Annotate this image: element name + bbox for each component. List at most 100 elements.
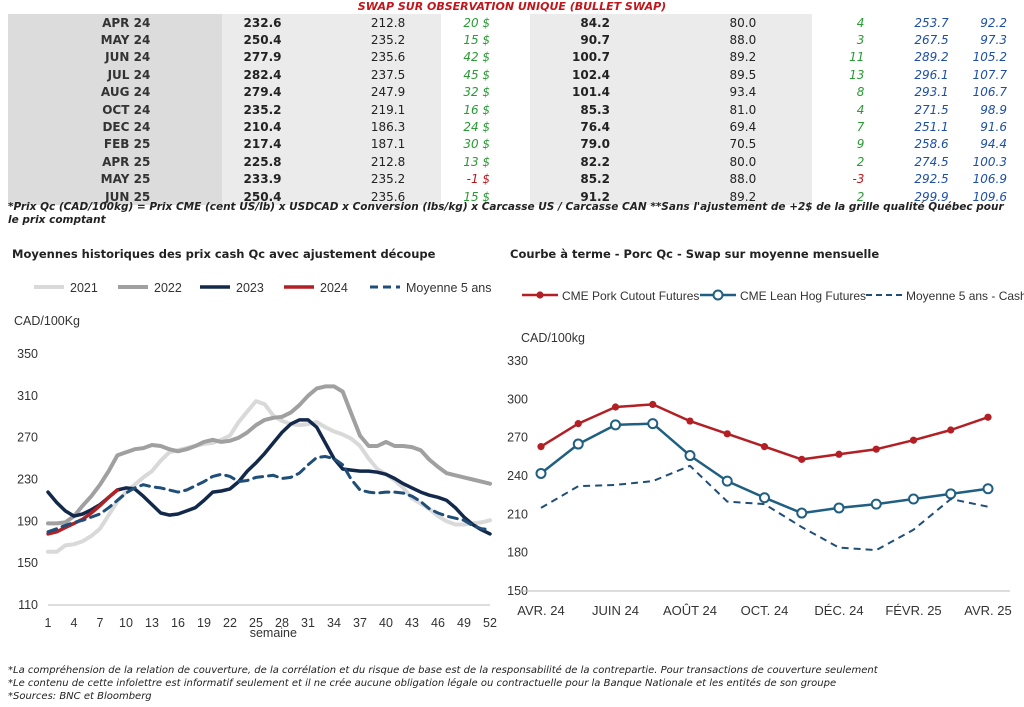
table-cell-c: 13 $ [463, 154, 491, 169]
table-cell-h: 91.6 [980, 120, 1007, 135]
table-cell-c: 42 $ [463, 50, 491, 65]
forward-curve-chart-title: Courbe à terme - Porc Qc - Swap sur moye… [510, 247, 880, 261]
table-cell-f: 2 [856, 154, 865, 169]
table-cell-f: -3 [852, 172, 865, 187]
x-tick-label: AOÛT 24 [663, 603, 717, 618]
series-line-moyenne-5-ans-cash [540, 464, 989, 552]
table-cell-h: 109.6 [972, 189, 1007, 204]
legend-label: Moyenne 5 ans - Cash [906, 289, 1024, 303]
table-cell-a: 210.4 [222, 118, 320, 136]
table-cell-c: 45 $ [463, 67, 491, 82]
table-cell-b: 235.2 [319, 31, 442, 49]
data-point [759, 492, 770, 504]
table-cell-a: 277.9 [222, 48, 320, 67]
data-point [760, 443, 769, 451]
x-tick-label: AVR. 24 [517, 603, 564, 618]
data-point [796, 507, 808, 519]
table-cell-b: 187.1 [319, 135, 442, 154]
table-cell-e: 80.0 [665, 14, 813, 32]
data-point [984, 413, 992, 421]
y-tick-label: 180 [507, 546, 528, 560]
table-cell-b: 219.1 [319, 100, 442, 119]
data-point [872, 445, 880, 453]
table-cell-month: AUG 24 [8, 83, 223, 101]
data-point [611, 403, 620, 411]
table-cell-b: 186.3 [319, 118, 442, 136]
swap-table: APR 24 232.6 212.8 20 $84.2 80.0 4 253.7 92.2 MA… [8, 14, 1013, 206]
data-point [723, 430, 731, 438]
table-cell-month: APR 24 [8, 14, 223, 32]
x-tick-label: 4 [71, 616, 78, 630]
x-tick-label: 16 [171, 616, 185, 630]
table-cell-e: 89.2 [665, 187, 813, 206]
table-cell-c: 24 $ [463, 120, 491, 135]
x-tick-label: 10 [119, 616, 133, 630]
x-tick-label: 13 [145, 616, 159, 630]
series-line-2022 [46, 384, 492, 526]
x-axis-label: semaine [250, 626, 297, 640]
table-cell-f: 4 [856, 102, 865, 117]
footnote-1: *La compréhension de la relation de couv… [8, 665, 878, 676]
table-cell-a: 282.4 [222, 66, 320, 84]
table-cell-e: 89.5 [665, 66, 813, 84]
x-tick-label: 28 [275, 616, 289, 630]
data-point [649, 400, 657, 409]
table-cell-month: FEB 25 [8, 135, 223, 154]
footnote-3: *Sources: BNC et Bloomberg [8, 691, 152, 702]
table-cell-g: 251.1 [914, 120, 949, 135]
table-cell-c: 20 $ [463, 15, 491, 30]
data-point [833, 502, 845, 514]
legend-label: 2024 [320, 281, 348, 295]
swap-table-title: SWAP SUR OBSERVATION UNIQUE (BULLET SWAP… [357, 0, 667, 13]
table-cell-f: 8 [856, 85, 865, 100]
y-tick-label: 270 [17, 431, 38, 445]
table-cell-b: 235.6 [319, 48, 442, 67]
table-cell-d: 85.2 [530, 170, 666, 188]
table-cell-d: 84.2 [530, 14, 666, 32]
data-point [870, 498, 882, 510]
table-cell-d: 76.4 [530, 118, 666, 136]
table-cell-h: 97.3 [980, 33, 1007, 48]
price-formula-note: *Prix Qc (CAD/100kg) = Prix CME (cent US… [8, 201, 1004, 226]
x-tick-label: 31 [301, 616, 315, 630]
table-cell-h: 100.3 [972, 154, 1007, 169]
y-tick-label: 150 [507, 584, 528, 598]
table-cell-f: 11 [849, 50, 865, 65]
x-tick-label: AVR. 25 [964, 603, 1011, 618]
legend-label: 2021 [70, 281, 98, 295]
y-axis-label: CAD/100Kg [14, 314, 80, 328]
table-cell-h: 106.9 [972, 172, 1007, 187]
x-tick-label: 7 [97, 616, 104, 630]
table-row: FEB 25 217.4 187.1 30 $ 79.0 70.5 9 258.6 94.4 [8, 135, 1013, 154]
data-point [945, 488, 957, 500]
table-cell-c: 32 $ [463, 85, 491, 100]
swap-table-body: APR 24 232.6 212.8 20 $84.2 80.0 4 253.7 92.2 MA… [8, 14, 1013, 206]
x-tick-label: 43 [405, 616, 419, 630]
table-cell-g: 296.1 [914, 67, 949, 82]
table-cell-h: 106.7 [972, 85, 1007, 100]
table-cell-c: 15 $ [463, 189, 491, 204]
table-cell-c: -1 $ [466, 172, 491, 187]
table-cell-e: 80.0 [665, 153, 813, 171]
table-row: MAY 25 233.9 235.2 -1 $ 85.2 88.0 -3 292.5 106.9 [8, 170, 1013, 188]
table-cell-month: JUN 25 [8, 187, 223, 206]
y-tick-label: 150 [17, 556, 38, 570]
table-cell-month: DEC 24 [8, 118, 223, 136]
x-tick-label: 49 [457, 616, 471, 630]
table-cell-a: 217.4 [222, 135, 320, 154]
table-cell-a: 250.4 [222, 31, 320, 49]
footnotes: *La compréhension de la relation de couv… [8, 664, 878, 703]
table-cell-b: 235.2 [319, 170, 442, 188]
data-point [721, 475, 733, 487]
x-tick-label: 40 [379, 616, 393, 630]
data-point [686, 417, 694, 425]
y-tick-label: 240 [507, 469, 528, 483]
table-cell-e: 69.4 [665, 118, 813, 136]
table-cell-b: 237.5 [319, 66, 442, 84]
table-cell-f: 7 [856, 120, 865, 135]
legend-label: Moyenne 5 ans [406, 281, 491, 295]
table-cell-month: MAY 24 [8, 31, 223, 49]
table-cell-b: 212.8 [319, 153, 442, 171]
table-cell-h: 94.4 [980, 137, 1007, 152]
table-cell-d: 100.7 [530, 48, 666, 67]
